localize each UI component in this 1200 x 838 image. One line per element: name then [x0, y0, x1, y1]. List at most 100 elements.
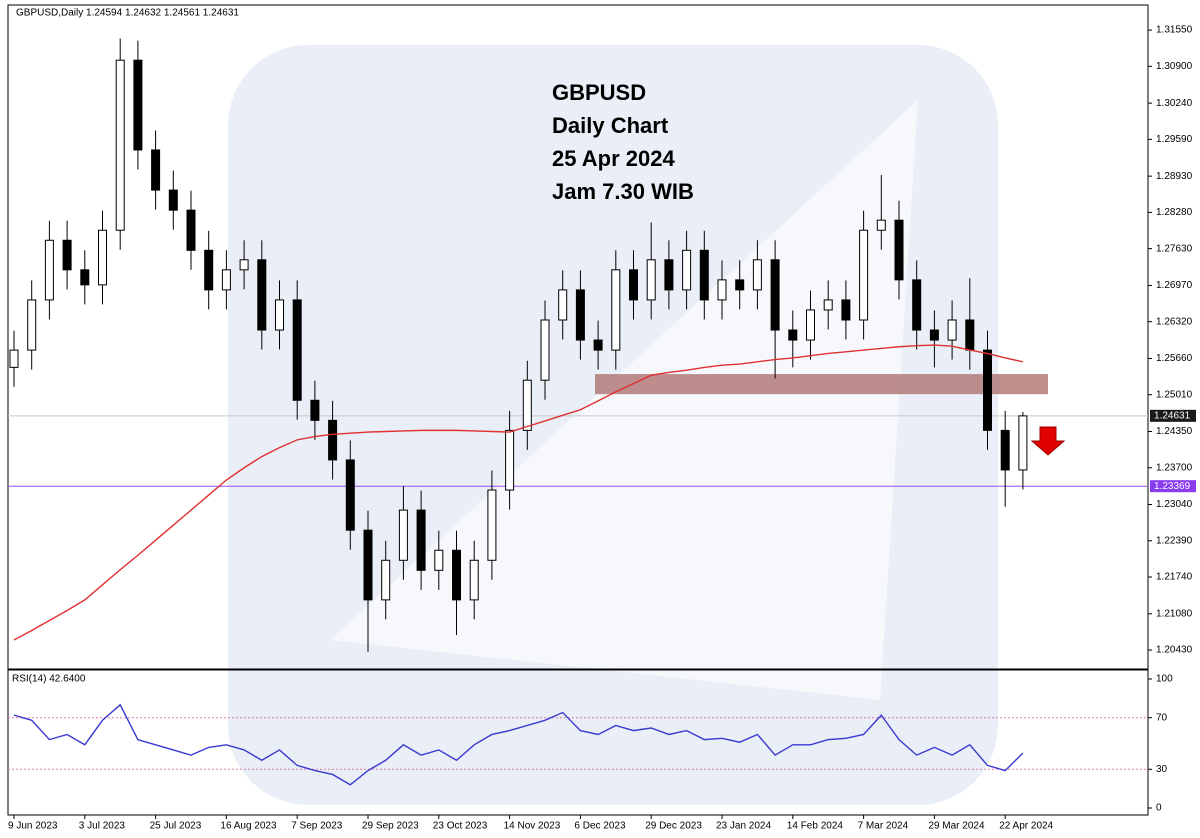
candle-body	[522, 379, 532, 431]
watermark-shape	[330, 100, 918, 700]
x-tick-label: 14 Nov 2023	[504, 821, 561, 832]
candle-body	[876, 219, 886, 231]
candle-body	[9, 349, 19, 368]
candle-body	[62, 239, 72, 271]
candle-body	[841, 299, 851, 321]
x-tick-label: 7 Sep 2023	[291, 821, 343, 832]
candle-body	[558, 289, 568, 321]
rsi-tick-label: 0	[1156, 803, 1162, 814]
y-tick-label: 1.28280	[1156, 207, 1193, 218]
candle-body	[1000, 429, 1010, 471]
y-tick-label: 1.31550	[1156, 25, 1193, 36]
candle-body	[133, 59, 143, 151]
candle-body	[221, 269, 231, 291]
candle-body	[788, 329, 798, 341]
rsi-pane	[7, 669, 1149, 816]
candle-body	[735, 279, 745, 291]
candle-body	[770, 259, 780, 331]
y-tick-label: 1.22390	[1156, 535, 1193, 546]
x-tick-label: 14 Feb 2024	[787, 821, 844, 832]
candle-body	[416, 509, 426, 571]
candle-body	[257, 259, 267, 331]
x-tick-label: 9 Jun 2023	[8, 821, 58, 832]
candle-body	[151, 149, 161, 191]
price-box	[1150, 409, 1196, 422]
x-tick-label: 29 Sep 2023	[362, 821, 419, 832]
candle-body	[363, 529, 373, 601]
y-tick-label: 1.23700	[1156, 462, 1193, 473]
x-tick-label: 25 Jul 2023	[150, 821, 202, 832]
y-tick-label: 1.25010	[1156, 389, 1193, 400]
candle-body	[752, 259, 762, 291]
y-tick-label: 1.21740	[1156, 572, 1193, 583]
candle-body	[239, 259, 249, 271]
y-tick-label: 1.24350	[1156, 426, 1193, 437]
candle-body	[929, 329, 939, 341]
y-tick-label: 1.30900	[1156, 61, 1193, 72]
rsi-tick-label: 70	[1156, 712, 1168, 723]
candle-body	[204, 249, 214, 291]
candle-body	[947, 319, 957, 341]
rsi-line	[13, 703, 1024, 786]
rsi-title: RSI(14) 42.6400	[12, 674, 86, 685]
rsi-tick-label: 100	[1156, 674, 1173, 685]
x-tick-label: 3 Jul 2023	[79, 821, 126, 832]
candle-body	[328, 419, 338, 461]
x-tick-label: 16 Aug 2023	[220, 821, 277, 832]
candle-body	[345, 459, 355, 531]
down-arrow	[1030, 426, 1066, 456]
y-tick-label: 1.26320	[1156, 316, 1193, 327]
y-tick-label: 1.26970	[1156, 280, 1193, 291]
annotation: 25 Apr 2024	[552, 146, 675, 171]
y-tick-label: 1.29590	[1156, 134, 1193, 145]
candle-body	[168, 189, 178, 211]
candle-body	[699, 249, 709, 301]
candle-body	[398, 509, 408, 561]
y-tick-label: 1.30240	[1156, 98, 1193, 109]
candle-body	[505, 429, 515, 491]
candle-body	[452, 549, 461, 601]
candle-body	[186, 209, 196, 251]
rsi-tick-label: 30	[1156, 764, 1168, 775]
y-tick-label: 1.23040	[1156, 499, 1193, 510]
x-tick-label: 29 Mar 2024	[928, 821, 985, 832]
candle-body	[611, 269, 621, 351]
candle-body	[1018, 415, 1028, 471]
x-tick-label: 22 Apr 2024	[999, 821, 1053, 832]
candle-body	[682, 249, 692, 291]
candle-body	[98, 229, 107, 286]
candle-body	[983, 349, 992, 431]
candle-body	[806, 309, 815, 341]
candle-body	[912, 279, 922, 331]
y-tick-label: 1.25660	[1156, 353, 1193, 364]
candle-body	[434, 549, 444, 571]
candle-body	[469, 559, 479, 601]
x-tick-label: 23 Jan 2024	[716, 821, 771, 832]
candle-body	[487, 489, 497, 561]
candle-body	[717, 279, 727, 301]
price-box-label: 1.23369	[1154, 481, 1191, 492]
candle-body	[381, 559, 391, 601]
y-tick-label: 1.27630	[1156, 243, 1193, 254]
annotation: Daily Chart	[552, 113, 669, 138]
candle-body	[664, 259, 674, 291]
candle-body	[575, 289, 585, 341]
candle-body	[44, 239, 54, 301]
price-box-label: 1.24631	[1154, 410, 1191, 421]
moving-average	[13, 344, 1024, 641]
x-tick-label: 29 Dec 2023	[645, 821, 702, 832]
annotation: Jam 7.30 WIB	[552, 179, 694, 204]
y-tick-label: 1.21080	[1156, 608, 1193, 619]
header: GBPUSD,Daily 1.24594 1.24632 1.24561 1.2…	[16, 8, 239, 19]
candle-body	[965, 319, 975, 351]
candle-body	[646, 259, 656, 301]
x-tick-label: 7 Mar 2024	[858, 821, 909, 832]
candle-body	[80, 269, 90, 286]
candle-body	[823, 299, 833, 311]
y-tick-label: 1.28930	[1156, 171, 1193, 182]
candle-body	[115, 59, 125, 231]
resistance-zone	[595, 374, 1048, 395]
x-tick-label: 6 Dec 2023	[574, 821, 626, 832]
x-tick-label: 23 Oct 2023	[433, 821, 488, 832]
